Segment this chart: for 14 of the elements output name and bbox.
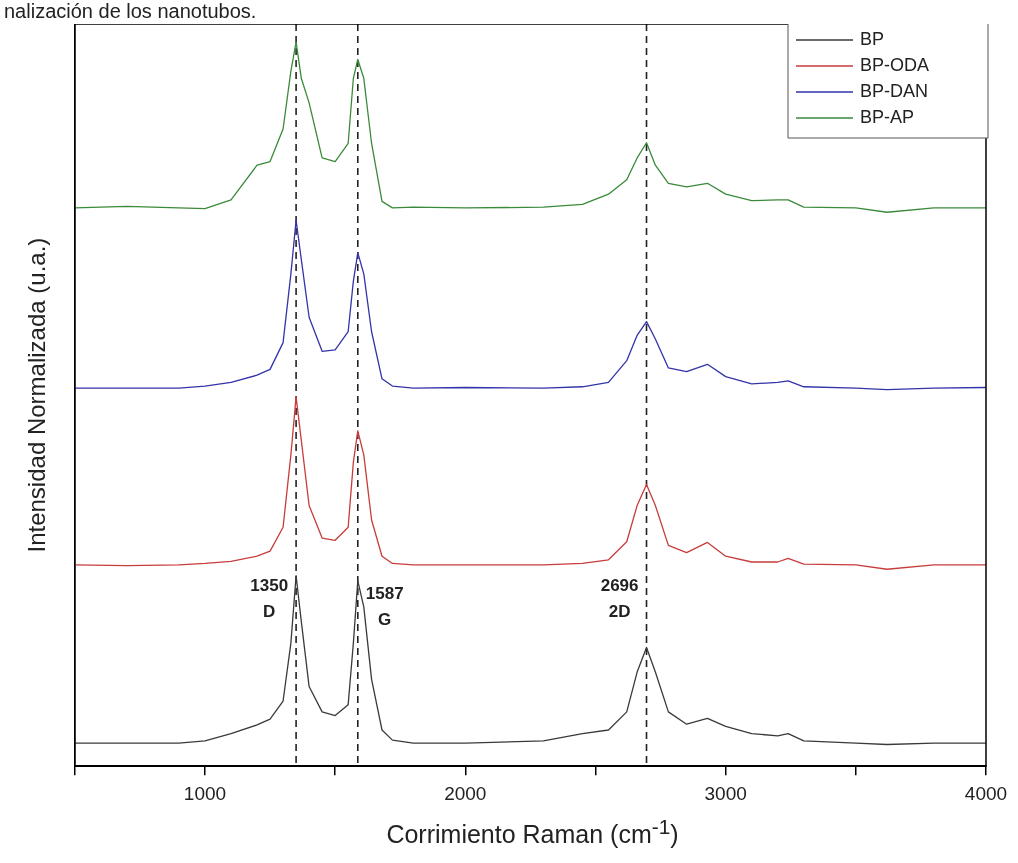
ref-line-label: 2696 2D [600,576,639,622]
legend-label: BP-AP [860,106,915,127]
legend-label: BP-ODA [860,54,930,75]
x-tick-label: 4000 [964,782,1008,804]
ref-line-label: 1587 G [365,584,404,630]
x-axis-title: Corrimiento Raman (cm$^{-1}$) [385,815,680,850]
legend-label: BP [860,28,885,49]
x-tick-label: 2000 [444,782,487,804]
legend-label: BP-DAN [860,80,929,101]
y-axis-title: Intensidad Normalizada (u.a.) [23,237,51,553]
x-tick-label: 3000 [704,782,747,804]
x-tick-label: 1000 [183,782,227,804]
ref-line-label: 1350 D [250,576,289,622]
text: nalización de los nanotubos. [4,0,257,22]
